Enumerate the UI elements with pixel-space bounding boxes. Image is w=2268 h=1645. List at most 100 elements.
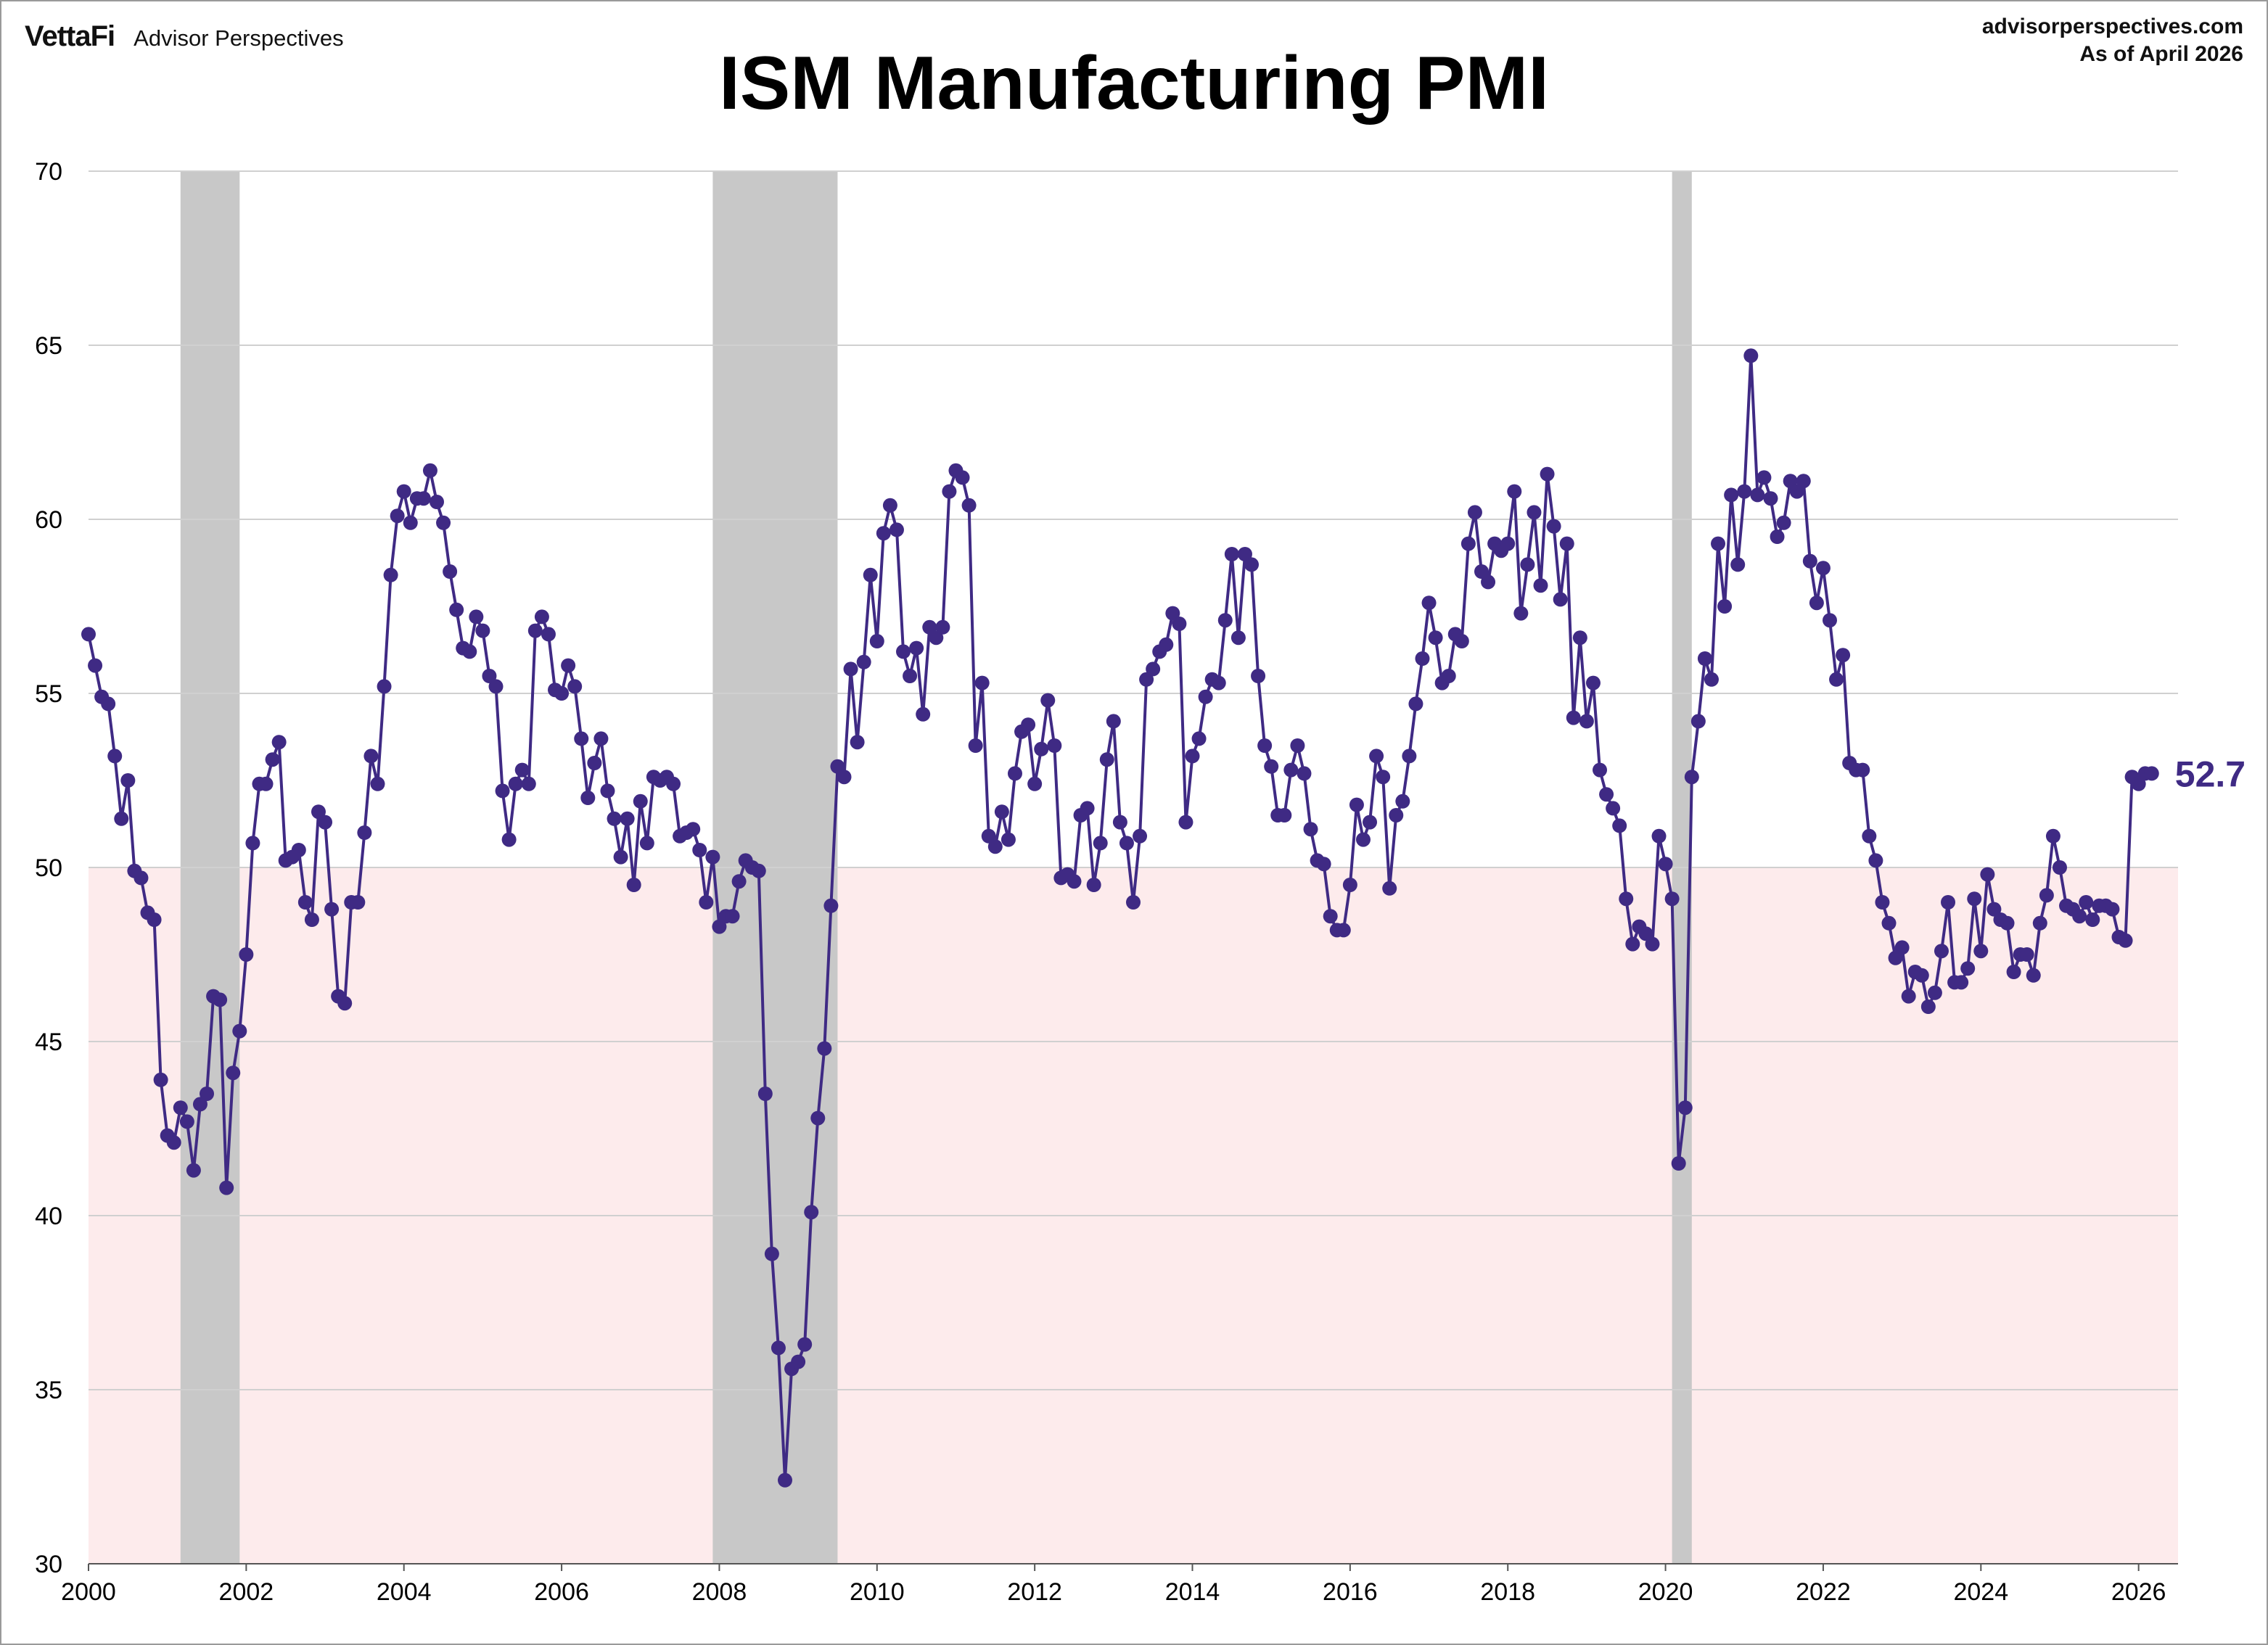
pmi-point — [1376, 770, 1391, 785]
pmi-point — [1776, 515, 1791, 530]
pmi-point — [1553, 592, 1568, 607]
pmi-point — [1619, 891, 1634, 907]
pmi-point — [2144, 766, 2159, 781]
pmi-point — [955, 470, 970, 485]
pmi-point — [508, 776, 523, 791]
pmi-point — [324, 902, 340, 917]
pmi-point — [882, 498, 897, 513]
pmi-point — [501, 832, 517, 847]
pmi-point — [1612, 818, 1627, 833]
pmi-point — [1671, 1156, 1686, 1171]
pmi-point — [1027, 776, 1043, 791]
pmi-point — [291, 843, 306, 857]
pmi-point — [1093, 836, 1108, 851]
pmi-point — [350, 895, 366, 910]
pmi-point — [810, 1110, 826, 1126]
pmi-point — [1067, 874, 1082, 889]
pmi-point — [1823, 613, 1837, 628]
last-label-layer: 52.7 — [2175, 754, 2246, 794]
y-tick-label: 60 — [35, 506, 62, 534]
pmi-point — [390, 508, 405, 524]
pmi-point — [1159, 637, 1174, 652]
pmi-point — [1290, 738, 1305, 753]
pmi-point — [1802, 553, 1817, 569]
pmi-point — [2052, 860, 2067, 875]
pmi-point — [1408, 696, 1423, 712]
pmi-point — [1645, 936, 1660, 952]
pmi-point — [2105, 902, 2120, 917]
pmi-point — [791, 1354, 806, 1369]
pmi-point — [363, 749, 379, 764]
pmi-point — [771, 1340, 786, 1356]
pmi-point — [1941, 895, 1956, 910]
pmi-point — [2072, 909, 2087, 924]
pmi-point — [1973, 944, 1989, 959]
pmi-point — [462, 644, 477, 659]
pmi-point — [1336, 923, 1351, 938]
pmi-point — [916, 706, 931, 722]
pmi-point — [633, 793, 648, 809]
pmi-point — [2079, 895, 2094, 910]
pmi-point — [1585, 675, 1601, 690]
pmi-point — [903, 669, 918, 683]
pmi-point — [422, 463, 437, 478]
pmi-point — [712, 919, 727, 934]
pmi-point — [1224, 547, 1239, 561]
pmi-point — [613, 849, 628, 865]
x-tick-label: 2018 — [1480, 1578, 1535, 1606]
pmi-point — [1980, 867, 1995, 882]
pmi-point — [1711, 536, 1726, 551]
pmi-point — [1638, 926, 1653, 941]
x-tick-label: 2010 — [850, 1578, 905, 1606]
y-tick-label: 55 — [35, 680, 62, 708]
x-tick-label: 2006 — [534, 1578, 589, 1606]
pmi-point — [620, 811, 635, 826]
pmi-point — [1862, 828, 1877, 844]
pmi-point — [1855, 762, 1870, 778]
pmi-point — [1894, 940, 1910, 955]
pmi-point — [705, 849, 720, 865]
axes: 30 35 40 45 50 55 60 65 70 2000 2002 2004 2006 2008 20… — [35, 158, 2178, 1606]
brand-name: Advisor Perspectives — [133, 25, 344, 51]
pmi-point — [1146, 661, 1161, 677]
pmi-point — [1763, 491, 1778, 506]
pmi-point — [1395, 793, 1410, 809]
pmi-point — [1954, 975, 1969, 990]
pmi-point — [1986, 902, 2002, 917]
pmi-point — [226, 1065, 241, 1081]
pmi-point — [1080, 801, 1095, 816]
pmi-point — [1920, 999, 1936, 1014]
pmi-point — [1349, 797, 1364, 812]
pmi-point — [1770, 529, 1785, 544]
pmi-point — [1021, 717, 1036, 733]
x-tick-label: 2016 — [1323, 1578, 1378, 1606]
pmi-point — [1888, 950, 1903, 965]
pmi-point — [2131, 776, 2146, 791]
pmi-point — [1540, 466, 1555, 482]
pmi-point — [1237, 547, 1252, 561]
x-tick-label: 2002 — [219, 1578, 274, 1606]
pmi-point — [1126, 895, 1141, 910]
pmi-point — [1441, 669, 1456, 683]
pmi-point — [521, 776, 536, 791]
pmi-point — [981, 828, 996, 844]
pmi-point — [153, 1072, 168, 1087]
pmi-point — [114, 811, 129, 826]
pmi-point — [469, 609, 484, 624]
pmi-point — [889, 522, 904, 537]
pmi-point — [692, 843, 707, 857]
pmi-point — [311, 804, 326, 820]
pmi-point — [436, 515, 451, 530]
pmi-point — [101, 696, 116, 712]
pmi-point — [1593, 762, 1608, 778]
source-info: advisorperspectives.com As of April 2026 — [1982, 13, 2243, 68]
pmi-point — [370, 776, 385, 791]
pmi-point — [1211, 675, 1226, 690]
pmi-point — [514, 762, 530, 778]
pmi-point — [265, 752, 280, 767]
pmi-point — [297, 895, 313, 910]
pmi-point — [778, 1472, 792, 1488]
pmi-point — [1651, 828, 1667, 844]
pmi-point — [1546, 519, 1561, 534]
pmi-point — [416, 491, 431, 506]
